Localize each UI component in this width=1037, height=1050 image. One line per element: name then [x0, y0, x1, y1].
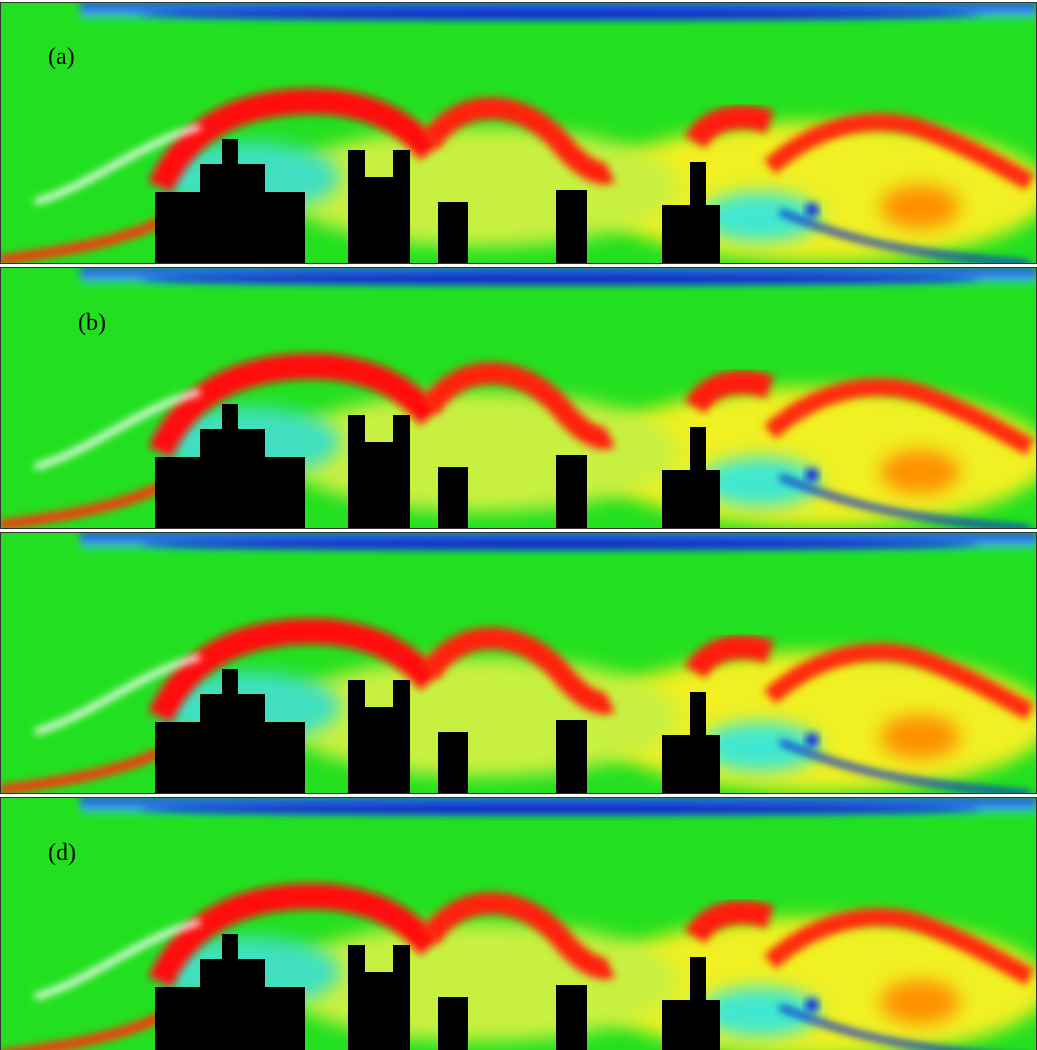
panel [0, 532, 1037, 794]
panel [0, 267, 1037, 529]
figure: (a) (b) (d) [0, 0, 1037, 1050]
panel-label: (d) [48, 840, 76, 866]
panel [0, 797, 1037, 1050]
panel-label: (a) [48, 44, 75, 70]
panel-label: (b) [78, 310, 106, 336]
panel [0, 2, 1037, 264]
